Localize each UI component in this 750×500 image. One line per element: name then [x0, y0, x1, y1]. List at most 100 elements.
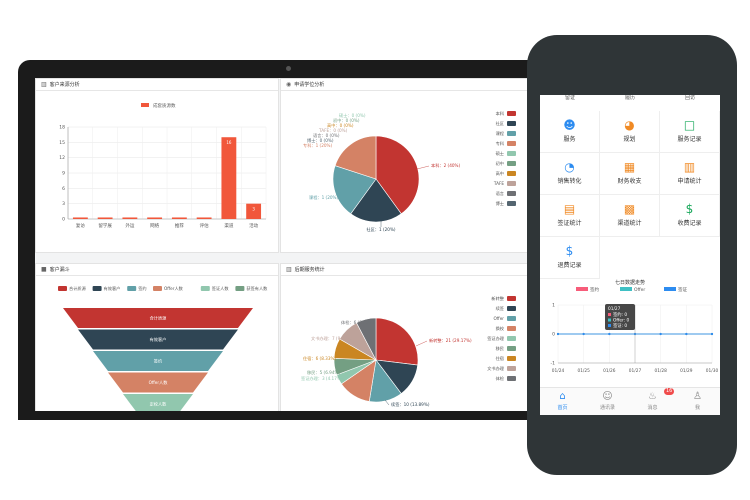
tab-首页[interactable]: ⌂ 首页 [540, 388, 585, 415]
menu-item-申请统计[interactable]: ▥ 申请统计 [660, 153, 720, 195]
slice-label: 课程：1 (20%) [309, 194, 338, 201]
x-tick-label: 复访 [76, 222, 85, 229]
menu-item-规划[interactable]: ◕ 规划 [600, 111, 660, 153]
series-point [608, 332, 611, 336]
legend-swatch [507, 151, 516, 156]
tab-通讯录[interactable]: ☺ 通讯录 [585, 388, 630, 415]
x-tick-label: 01/24 [552, 368, 565, 374]
menu-item-label: 签证统计 [557, 220, 582, 227]
legend-label: 成套质源数 [153, 102, 176, 109]
tooltip-swatch [608, 313, 611, 316]
x-tick-label: 网络 [150, 222, 159, 229]
legend-swatch [507, 121, 516, 126]
slice-label: 文书办理：7 (9.72%) [311, 335, 353, 342]
phone-screen: 留证 履历 回访 ☻ 服务 ◕ 规划 □ 服务记录 ◔ 销售转化 ▦ 财务收支 ▥ 申请统计 ▤ 签证统计… [540, 95, 720, 415]
menu-item-退费记录[interactable]: $ 退费记录 [540, 237, 600, 279]
funnel-segment [78, 329, 238, 350]
y-tick-label: 0 [552, 332, 555, 338]
legend-label: 体检 [496, 375, 505, 382]
legend-swatch [507, 201, 516, 206]
legend-swatch [507, 131, 516, 136]
bell-icon: ♨ [648, 391, 657, 402]
legend-swatch [507, 346, 516, 351]
slice-label: 社区：1 (20%) [366, 226, 395, 233]
legend-swatch [58, 286, 67, 291]
source-panel: ▥ 客户来源分析 成套质源数 0 3 6 9 12 15 18 复访 留学展 外运 网络 推荐 评估 渠道 16… [35, 78, 279, 253]
menu-item-财务收支[interactable]: ▦ 财务收支 [600, 153, 660, 195]
tab-消息[interactable]: ♨ 消息 16 [630, 388, 675, 415]
finance-icon: ▦ [623, 160, 636, 174]
label-line [384, 399, 390, 406]
menu-item-服务[interactable]: ☻ 服务 [540, 111, 600, 153]
legend-label: 硕士 [496, 150, 504, 157]
slice-label: TAFE：0 (0%) [318, 128, 348, 133]
bar-value-label: 3 [252, 207, 255, 212]
legend-swatch [576, 287, 588, 291]
menu-item-服务记录[interactable]: □ 服务记录 [660, 111, 720, 153]
legend-label: 高中 [496, 170, 504, 177]
x-tick-label: 外运 [125, 222, 134, 229]
legend-label: 有效客户 [104, 285, 121, 292]
funnel-label: 合计质源 [150, 315, 168, 322]
menu-item-label: 规划 [623, 136, 636, 143]
slice-label: 语言：0 (0%) [313, 132, 340, 139]
top-label[interactable]: 履历 [624, 95, 635, 101]
slice-label: 续签：10 (13.89%) [391, 401, 430, 408]
label-line [416, 165, 430, 170]
bar [246, 203, 262, 219]
legend-swatch [507, 326, 516, 331]
label-line [335, 190, 344, 196]
legend-label: Offer [494, 316, 505, 321]
top-label[interactable]: 回访 [684, 95, 695, 101]
legend-label: 签证办理 [487, 335, 505, 342]
notification-badge: 16 [664, 388, 675, 395]
funnel-panel-title: 客户漏斗 [49, 266, 70, 273]
y-tick-label: 6 [62, 186, 65, 192]
legend-label: 签约 [138, 285, 146, 292]
legend-label: 文书办理 [487, 365, 505, 372]
legend-swatch [200, 286, 210, 291]
x-tick-label: 01/28 [654, 368, 667, 374]
menu-item-label: 收费记录 [677, 220, 702, 227]
x-tick-label: 留学展 [98, 222, 112, 229]
legend-swatch [507, 316, 516, 321]
pie-slice [350, 178, 402, 223]
phone-top-row: 留证 履历 回访 [540, 95, 720, 103]
service-panel: ▥ 后期服务统计 新转整 续签 Offer 换校 签证办理 移民 住宿 文书办理 体检 新转整：21… [280, 263, 530, 411]
legend-swatch [153, 286, 162, 291]
tab-我[interactable]: ♙ 我 [675, 388, 720, 415]
menu-item-label: 服务 [563, 136, 576, 143]
legend-label: 移民 [496, 345, 504, 352]
pie-slice [375, 317, 419, 366]
bar-value-label: 16 [226, 140, 232, 145]
document-icon: □ [683, 118, 696, 132]
pie-slice [356, 317, 377, 361]
legend-label: 换校 [496, 325, 505, 332]
x-tick-label: 01/29 [680, 368, 693, 374]
menu-item-签证统计[interactable]: ▤ 签证统计 [540, 195, 600, 237]
bar-chart-icon: ▥ [683, 160, 696, 174]
laptop-screen: ▥ 客户来源分析 成套质源数 0 3 6 9 12 15 18 复访 留学展 外运 网络 推荐 评估 渠道 16… [35, 78, 530, 411]
menu-item-销售转化[interactable]: ◔ 销售转化 [540, 153, 600, 195]
menu-item-收费记录[interactable]: $ 收费记录 [660, 195, 720, 237]
legend-swatch [507, 111, 516, 116]
legend-label: 新转整 [491, 295, 504, 302]
legend-swatch [507, 141, 516, 146]
top-label[interactable]: 留证 [564, 95, 575, 101]
slice-label: 初中：0 (0%) [333, 117, 360, 124]
source-bar-chart: 成套质源数 0 3 6 9 12 15 18 复访 留学展 外运 网络 推荐 评估 渠道 16 活动 3 [59, 102, 267, 229]
legend-label: 初中 [496, 160, 504, 167]
menu-item-渠道统计[interactable]: ▩ 渠道统计 [600, 195, 660, 237]
legend-swatch [507, 191, 516, 196]
trend-line-chart: 签约 Offer 签证 1 0 -101/24 01/25 01/26 01/27 01/28 01… [551, 286, 719, 374]
x-tick-label: 渠道 [224, 222, 233, 229]
slice-label: 硕士：0 (0%) [339, 112, 366, 119]
person-icon: ♙ [693, 391, 702, 402]
y-tick-label: 0 [62, 217, 65, 223]
menu-item-label: 财务收支 [617, 178, 642, 185]
legend-swatch [507, 161, 516, 166]
legend-swatch [507, 306, 516, 311]
series-point [582, 332, 585, 336]
y-tick-label: 18 [59, 125, 65, 131]
y-tick-label: 1 [552, 303, 555, 309]
